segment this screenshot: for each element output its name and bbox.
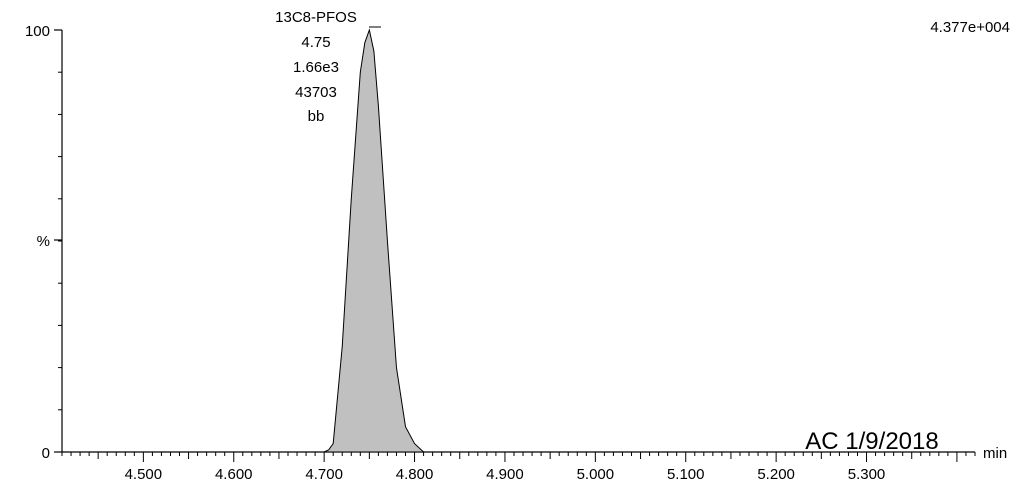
peak-flag-label: bb: [308, 108, 325, 125]
peak-height-label: 1.66e3: [293, 59, 339, 76]
x-tick-label: 4.600: [215, 466, 253, 482]
intensity-label: 4.377e+004: [930, 19, 1010, 36]
peak-name-label: 13C8-PFOS: [275, 9, 357, 26]
operator-date-stamp: AC 1/9/2018: [805, 428, 938, 455]
x-axis-label: min: [983, 445, 1007, 462]
peak-area: [62, 30, 975, 452]
x-tick-label: 4.800: [396, 466, 434, 482]
y-tick-label-0: 0: [42, 445, 50, 462]
y-axis-label: %: [37, 233, 50, 250]
peak-area-label: 43703: [295, 84, 337, 101]
x-tick-label: 5.300: [848, 466, 886, 482]
x-tick-label: 5.100: [667, 466, 705, 482]
x-tick-label: 5.000: [577, 466, 615, 482]
peak-rt-label: 4.75: [301, 34, 330, 51]
x-tick-label: 4.900: [486, 466, 524, 482]
x-tick-label: 4.500: [125, 466, 163, 482]
x-tick-label: 4.700: [305, 466, 343, 482]
x-tick-label: 5.200: [757, 466, 795, 482]
x-tick-labels: 4.500 4.600 4.700 4.800 4.900 5.000 5.100 5.200…: [125, 466, 886, 482]
y-tick-label-100: 100: [25, 23, 50, 40]
